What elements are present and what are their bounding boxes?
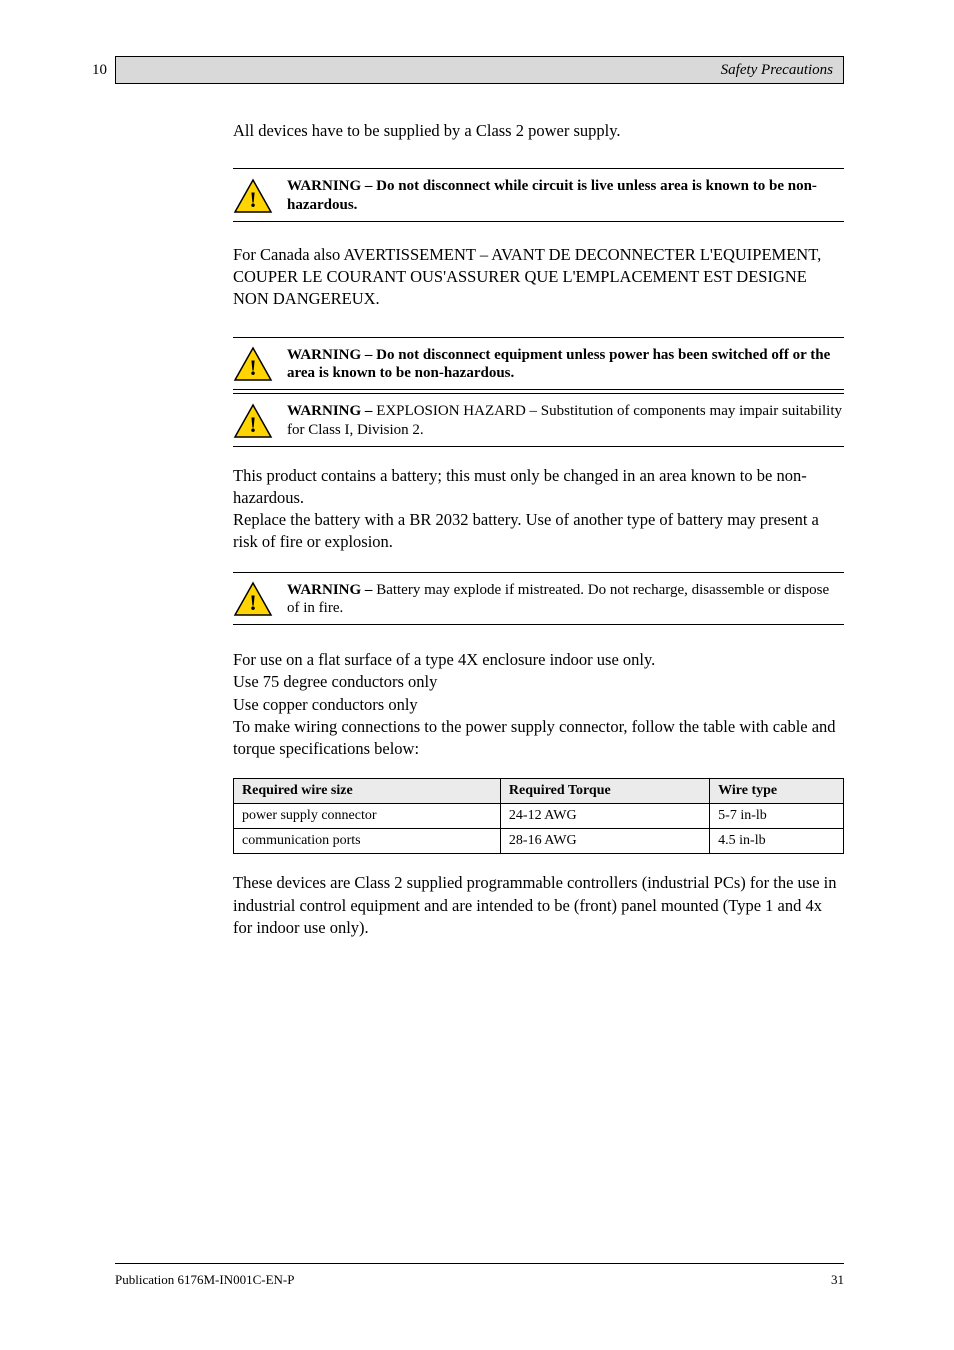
header-title: Safety Precautions bbox=[721, 62, 833, 79]
table-cell: 4.5 in-lb bbox=[710, 829, 844, 854]
divider bbox=[233, 446, 844, 447]
svg-text:!: ! bbox=[249, 187, 256, 212]
warning-text: WARNING – Do not disconnect equipment un… bbox=[287, 346, 844, 384]
table-cell: power supply connector bbox=[234, 804, 501, 829]
canada-notice: For Canada also AVERTISSEMENT – AVANT DE… bbox=[233, 244, 844, 311]
warning-row: ! WARNING – Do not disconnect while circ… bbox=[233, 169, 844, 221]
table-header: Required Torque bbox=[500, 779, 709, 804]
usage-block: For use on a flat surface of a type 4X e… bbox=[233, 649, 844, 760]
warning-block-2: ! WARNING – Do not disconnect equipment … bbox=[233, 337, 844, 447]
battery-line2: Replace the battery with a BR 2032 batte… bbox=[233, 509, 844, 554]
page-root: 10 Safety Precautions All devices have t… bbox=[0, 0, 954, 1350]
svg-text:!: ! bbox=[249, 412, 256, 437]
battery-block: This product contains a battery; this mu… bbox=[233, 465, 844, 554]
table-cell: communication ports bbox=[234, 829, 501, 854]
divider bbox=[233, 221, 844, 222]
warning-triangle-icon: ! bbox=[233, 403, 273, 439]
warning-row: ! WARNING – Battery may explode if mistr… bbox=[233, 573, 844, 625]
warning-strong: WARNING – Do not disconnect equipment un… bbox=[287, 347, 830, 382]
usage-l2: Use 75 degree conductors only bbox=[233, 671, 844, 693]
warning-block-4: ! WARNING – Battery may explode if mistr… bbox=[233, 572, 844, 626]
warning-triangle-icon: ! bbox=[233, 346, 273, 382]
battery-line1: This product contains a battery; this mu… bbox=[233, 465, 844, 510]
svg-text:!: ! bbox=[249, 590, 256, 615]
usage-l1: For use on a flat surface of a type 4X e… bbox=[233, 649, 844, 671]
warning-triangle-icon: ! bbox=[233, 178, 273, 214]
footer-left: Publication 6176M-IN001C-EN-P bbox=[115, 1272, 294, 1288]
spec-table: Required wire size Required Torque Wire … bbox=[233, 778, 844, 854]
warning-text: WARNING – EXPLOSION HAZARD – Substitutio… bbox=[287, 402, 844, 440]
usage-l3: Use copper conductors only bbox=[233, 694, 844, 716]
divider bbox=[233, 624, 844, 625]
warning-strong: WARNING – Do not disconnect while circui… bbox=[287, 178, 817, 213]
header-bar: Safety Precautions bbox=[115, 56, 844, 84]
page-number: 10 bbox=[92, 56, 107, 84]
warning-block-1: ! WARNING – Do not disconnect while circ… bbox=[233, 168, 844, 222]
warning-triangle-icon: ! bbox=[233, 581, 273, 617]
warning-strong: WARNING – bbox=[287, 403, 376, 419]
footer-right: 31 bbox=[831, 1272, 844, 1288]
table-header: Required wire size bbox=[234, 779, 501, 804]
warning-row: ! WARNING – EXPLOSION HAZARD – Substitut… bbox=[233, 394, 844, 446]
table-header: Wire type bbox=[710, 779, 844, 804]
warning-text: WARNING – Do not disconnect while circui… bbox=[287, 177, 844, 215]
table-cell: 24-12 AWG bbox=[500, 804, 709, 829]
warning-text: WARNING – Battery may explode if mistrea… bbox=[287, 581, 844, 619]
warning-strong: WARNING – bbox=[287, 582, 376, 598]
usage-l4: To make wiring connections to the power … bbox=[233, 716, 844, 761]
svg-text:!: ! bbox=[249, 355, 256, 380]
table-header-row: Required wire size Required Torque Wire … bbox=[234, 779, 844, 804]
table-row: communication ports 28-16 AWG 4.5 in-lb bbox=[234, 829, 844, 854]
footer-divider bbox=[115, 1263, 844, 1264]
warning-row: ! WARNING – Do not disconnect equipment … bbox=[233, 338, 844, 390]
table-row: power supply connector 24-12 AWG 5-7 in-… bbox=[234, 804, 844, 829]
table-cell: 28-16 AWG bbox=[500, 829, 709, 854]
content-area: All devices have to be supplied by a Cla… bbox=[175, 84, 844, 939]
intro-line: All devices have to be supplied by a Cla… bbox=[233, 120, 844, 142]
table-cell: 5-7 in-lb bbox=[710, 804, 844, 829]
closing-text: These devices are Class 2 supplied progr… bbox=[233, 872, 844, 939]
